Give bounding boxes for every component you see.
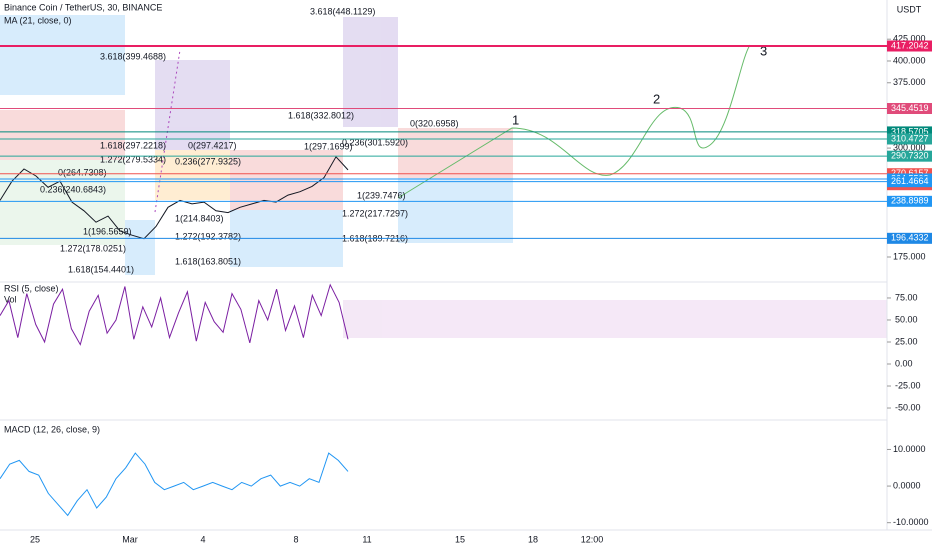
y-tick-label: 175.000 (893, 251, 926, 261)
fib-label: 0.236(301.5920) (342, 137, 408, 147)
x-tick-label: Mar (122, 534, 138, 544)
chart-title: Binance Coin / TetherUS, 30, BINANCE (4, 2, 162, 12)
y-tick-label: 50.00 (895, 314, 918, 324)
wave-label: 1 (512, 112, 519, 127)
fib-label: 1(297.1699) (304, 141, 353, 151)
price-label: 238.8989 (891, 196, 929, 206)
wave-label: 3 (760, 43, 767, 58)
fib-label: 1(196.5659) (83, 226, 132, 236)
currency: USDT (897, 4, 922, 14)
y-tick-label: 10.0000 (893, 444, 926, 454)
x-tick-label: 25 (30, 534, 40, 544)
fib-label: 0.236(240.6843) (40, 184, 106, 194)
price-label-box (887, 195, 932, 207)
y-tick-label: 300.000 (893, 142, 926, 152)
price-label: 196.4332 (891, 233, 929, 243)
y-tick-label: 75.00 (895, 292, 918, 302)
price-label: 345.4519 (891, 103, 929, 113)
projection (154, 49, 181, 213)
indicator-title: MA (21, close, 0) (4, 15, 72, 25)
price-line (0, 155, 349, 240)
fib-label: 0(264.7308) (58, 167, 107, 177)
price-label: 417.2042 (891, 40, 929, 50)
fib-label: 1.618(154.4401) (68, 264, 134, 274)
y-tick-label: 0.0000 (893, 480, 921, 490)
fib-label: 1.272(192.3782) (175, 231, 241, 241)
fib-labels: 3.618(448.1129) 3.618(399.4688) 1.618(33… (40, 6, 459, 274)
price-label: 310.4727 (891, 133, 929, 143)
price-label: 270.6157 (891, 168, 929, 178)
x-tick-label: 4 (200, 534, 205, 544)
fib-label: 3.618(448.1129) (310, 6, 375, 16)
macd-title: MACD (12, 26, close, 9) (4, 424, 100, 434)
y-tick-label: -10.0000 (893, 517, 929, 527)
price-label-box (887, 232, 932, 244)
x-tick-label: 11 (362, 534, 371, 544)
y-tick-label: -50.00 (895, 402, 921, 412)
y-tick-label: -25.00 (895, 380, 921, 390)
y-tick-label: 0.00 (895, 358, 913, 368)
fib-label: 1.272(178.0251) (60, 243, 126, 253)
y-tick-label: 425.000 (893, 34, 926, 44)
macd-line (0, 452, 349, 517)
fib-label: 1(239.7476) (357, 190, 406, 200)
fib-label: 1(214.8403) (175, 213, 224, 223)
x-tick-label: 8 (293, 534, 298, 544)
price-label-box (887, 40, 932, 52)
fib-label: 3.618(399.4688) (100, 51, 166, 61)
price-label-box (887, 176, 932, 188)
x-tick-label: 15 (455, 534, 465, 544)
fib-label: 1.272(217.7297) (342, 208, 408, 218)
fib-label: 1.618(163.8051) (175, 256, 241, 266)
fib-label: 0(297.4217) (188, 140, 237, 150)
x-tick-label: 12:00 (581, 534, 604, 544)
y-tick-label: 375.000 (893, 77, 926, 87)
price-label-box (887, 103, 932, 115)
rsi-line (0, 283, 349, 346)
wave-label: 2 (653, 91, 660, 106)
fib-label: 1.618(332.8012) (288, 110, 354, 120)
price-label: 261.4664 (891, 176, 929, 186)
forecast-path (397, 44, 751, 199)
price-label: 318.5705 (891, 126, 929, 136)
price-label-box (887, 133, 932, 145)
y-tick-label: 400.000 (893, 55, 926, 65)
fib-label: 1.618(297.2218) (100, 140, 166, 150)
fib-label: 1.272(279.5334) (100, 154, 166, 164)
fib-label: 0.236(277.9325) (175, 156, 241, 166)
volume-title: Vol (4, 294, 17, 304)
price-label-box (887, 150, 932, 162)
rsi-title: RSI (5, close) (4, 283, 59, 293)
price-label: 290.7320 (891, 151, 929, 161)
fib-label: 0(320.6958) (410, 118, 459, 128)
x-tick-label: 18 (528, 534, 538, 544)
y-tick-label: 25.00 (895, 336, 918, 346)
price-label-box (887, 126, 932, 138)
